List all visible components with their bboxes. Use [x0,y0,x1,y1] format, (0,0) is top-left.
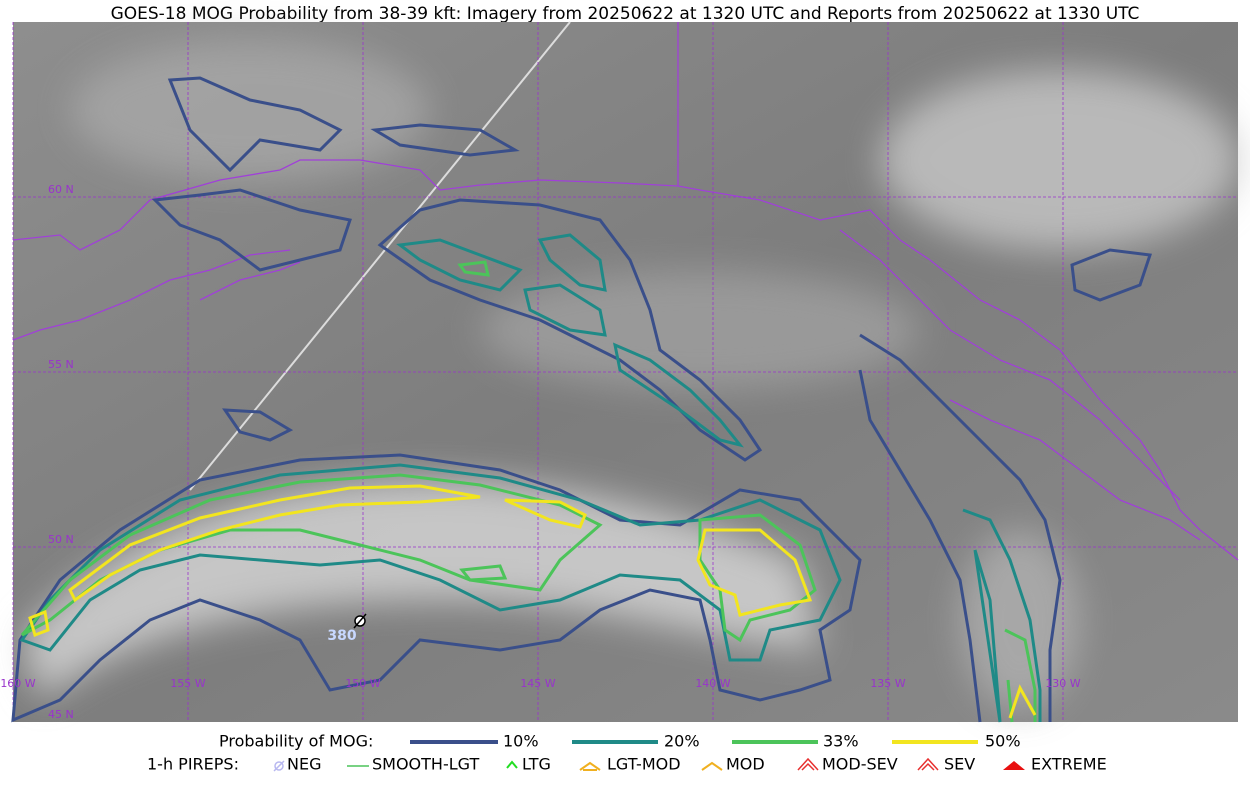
coastline [12,22,1239,561]
lon-label: 160 W [0,677,35,690]
contours [11,76,1153,723]
legend: Probability of MOG: 10% 20% 33% 50% 1-h … [147,732,1107,774]
title: GOES-18 MOG Probability from 38-39 kft: … [111,4,1140,24]
map: 60 N 55 N 50 N 45 N 160 W 155 W 150 W 14… [0,21,1240,723]
legend-label: 33% [823,732,859,751]
pirep-report: 380 [327,613,367,644]
lon-label: 130 W [1045,677,1080,690]
legend-label: SMOOTH-LGT [372,755,479,774]
lat-label: 45 N [48,708,74,721]
legend-label: 10% [503,732,539,751]
lon-label: 135 W [870,677,905,690]
legend-label: LTG [522,755,551,774]
legend-title: 1-h PIREPS: [147,755,239,774]
lon-label: 155 W [170,677,205,690]
lat-labels: 60 N 55 N 50 N 45 N [48,183,74,721]
lon-labels: 160 W 155 W 150 W 145 W 140 W 135 W 130 … [0,677,1080,690]
lon-label: 145 W [520,677,555,690]
legend-label: EXTREME [1031,755,1107,774]
legend-label: MOD-SEV [822,755,898,774]
legend-title: Probability of MOG: [219,732,373,751]
lat-label: 50 N [48,533,74,546]
legend-label: 50% [985,732,1021,751]
lon-label: 150 W [345,677,380,690]
lat-label: 60 N [48,183,74,196]
lon-label: 140 W [695,677,730,690]
legend-label: SEV [944,755,975,774]
legend-label: 20% [664,732,700,751]
legend-label: LGT-MOD [607,755,681,774]
legend-label: NEG [287,755,321,774]
lat-label: 55 N [48,358,74,371]
report-label: 380 [327,628,356,644]
legend-label: MOD [726,755,765,774]
